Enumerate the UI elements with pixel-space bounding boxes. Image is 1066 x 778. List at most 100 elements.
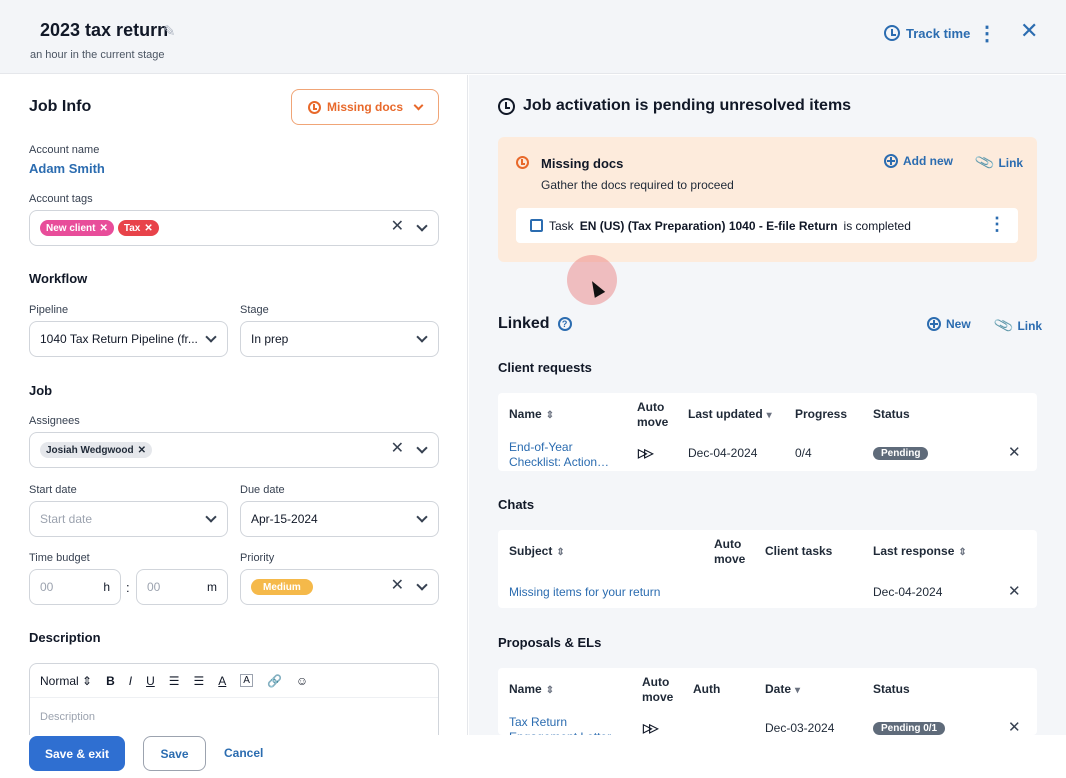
linked-link-label: Link [1017,318,1043,333]
italic-icon[interactable]: I [128,673,133,688]
time-budget-label: Time budget [29,552,90,564]
clock-icon [516,156,529,169]
text-style-value: Normal [40,673,79,688]
activation-panel: Job activation is pending unresolved ite… [469,75,1066,735]
stage-duration: an hour in the current stage [30,49,165,61]
auto-move-icon: ▷▷ [643,721,659,735]
missing-docs-button[interactable]: Missing docs [291,89,439,125]
start-date-picker[interactable]: Start date [29,501,228,537]
edit-pencil-icon[interactable]: ✎ [163,23,176,40]
help-icon[interactable]: ? [557,317,572,331]
clear-icon[interactable]: ✕ [390,440,404,457]
column-header-last-updated[interactable]: Last updated ▾ [688,407,772,423]
description-editor[interactable]: Normal ⇕ B I U ☰ ☰ A A 🔗 ☺ Description [29,663,439,743]
chevron-down-icon [205,511,217,523]
sort-icon: ⇕ [556,547,565,558]
due-date-picker[interactable]: Apr-15-2024 [240,501,439,537]
task-row[interactable]: Task EN (US) (Tax Preparation) 1040 - E-… [516,208,1018,243]
column-header-date[interactable]: Date ▾ [765,682,800,698]
remove-tag-icon[interactable]: ✕ [144,222,153,234]
chevron-down-icon[interactable] [416,579,428,591]
close-icon[interactable]: ✕ [1020,18,1039,43]
hours-input[interactable]: 00 h [29,569,121,605]
remove-assignee-icon[interactable]: ✕ [137,444,146,456]
pipeline-select[interactable]: 1040 Tax Return Pipeline (fr... [29,321,228,357]
column-header-subject[interactable]: Subject ⇕ [509,544,565,560]
chevron-down-icon[interactable] [416,220,428,232]
remove-row-icon[interactable]: ✕ [1008,719,1021,735]
header-label: Name [509,407,542,421]
ordered-list-icon[interactable]: ☰ [168,673,180,688]
status-badge: Pending [873,447,929,460]
linked-title-text: Linked [498,315,550,332]
missing-docs-card: Missing docs Gather the docs required to… [498,137,1037,262]
bold-icon[interactable]: B [106,673,115,688]
due-date-value: Apr-15-2024 [251,512,318,526]
priority-badge: Medium [251,579,313,595]
link-button[interactable]: 📎 Link [974,152,1023,173]
linked-new-button[interactable]: New [927,317,971,331]
header-label: Last response [873,544,955,558]
remove-row-icon[interactable]: ✕ [1008,583,1021,600]
task-more-icon[interactable]: ⋮ [988,214,1006,234]
minutes-input[interactable]: 00 m [136,569,228,605]
track-time-label: Track time [906,25,971,41]
status-badge: Pending 0/1 [873,722,946,735]
column-header-name[interactable]: Name ⇕ [509,682,554,698]
remove-row-icon[interactable]: ✕ [1008,444,1021,461]
priority-label: Priority [240,552,275,564]
proposals-title: Proposals & ELs [498,635,602,650]
hours-placeholder: 00 [40,580,54,594]
missing-docs-card-title: Missing docs [541,156,624,171]
stage-value: In prep [251,332,289,346]
request-name-link[interactable]: End-of-Year Checklist: Action… [509,440,610,469]
sort-icon: ⇕ [958,547,967,558]
assignees-label: Assignees [29,415,80,427]
chats-title: Chats [498,497,535,512]
account-name-link[interactable]: Adam Smith [29,161,105,176]
sort-desc-icon: ▾ [795,685,801,696]
proposal-name-link[interactable]: Tax Return Engagement Letter [509,715,611,735]
chevron-down-icon [416,511,428,523]
save-button[interactable]: Save [143,736,206,771]
highlight-icon[interactable]: A [240,674,253,687]
chevron-down-icon [205,331,217,343]
underline-icon[interactable]: U [146,673,155,688]
priority-select[interactable]: Medium ✕ [240,569,439,605]
linked-title: Linked ? [498,315,572,333]
assignees-field[interactable]: Josiah Wedgwood ✕ ✕ [29,432,439,468]
account-tags-field[interactable]: New client ✕ Tax ✕ ✕ [29,210,439,246]
stage-select[interactable]: In prep [240,321,439,357]
chevron-down-icon[interactable] [416,442,428,454]
proposals-table: Name ⇕ Auto move Auth Date ▾ Status Tax Re… [498,668,1037,735]
add-new-button[interactable]: Add new [884,154,953,168]
column-header-name[interactable]: Name ⇕ [509,407,554,423]
footer: Save & exit Save Cancel [0,735,1066,778]
column-header-auto-move: Auto move [714,537,746,566]
auto-move-icon: ▷▷ [638,446,654,460]
text-color-icon[interactable]: A [218,673,227,688]
save-exit-button[interactable]: Save & exit [29,736,125,771]
column-header-last-response[interactable]: Last response ⇕ [873,544,967,560]
text-style-select[interactable]: Normal ⇕ [40,673,93,688]
clock-icon [498,97,515,115]
chat-subject-link[interactable]: Missing items for your return [509,585,661,599]
cancel-button[interactable]: Cancel [224,746,264,760]
more-options-icon[interactable]: ⋮ [977,23,997,45]
page-title: 2023 tax return [40,20,169,40]
column-header-auth: Auth [693,682,721,696]
bullet-list-icon[interactable]: ☰ [193,673,205,688]
progress-cell: 0/4 [795,446,812,460]
plus-circle-icon [927,317,941,331]
chats-table: Subject ⇕ Auto move Client tasks Last res… [498,530,1037,608]
linked-link-button[interactable]: 📎 Link [993,315,1043,336]
clear-icon[interactable]: ✕ [390,218,404,235]
editor-toolbar: Normal ⇕ B I U ☰ ☰ A A 🔗 ☺ [30,664,438,698]
pipeline-label: Pipeline [29,304,69,316]
minutes-placeholder: 00 [147,580,161,594]
track-time-button[interactable]: Track time [884,25,970,41]
link-icon[interactable]: 🔗 [266,673,282,688]
emoji-icon[interactable]: ☺ [295,673,309,688]
clear-icon[interactable]: ✕ [390,577,404,594]
remove-tag-icon[interactable]: ✕ [99,222,108,234]
